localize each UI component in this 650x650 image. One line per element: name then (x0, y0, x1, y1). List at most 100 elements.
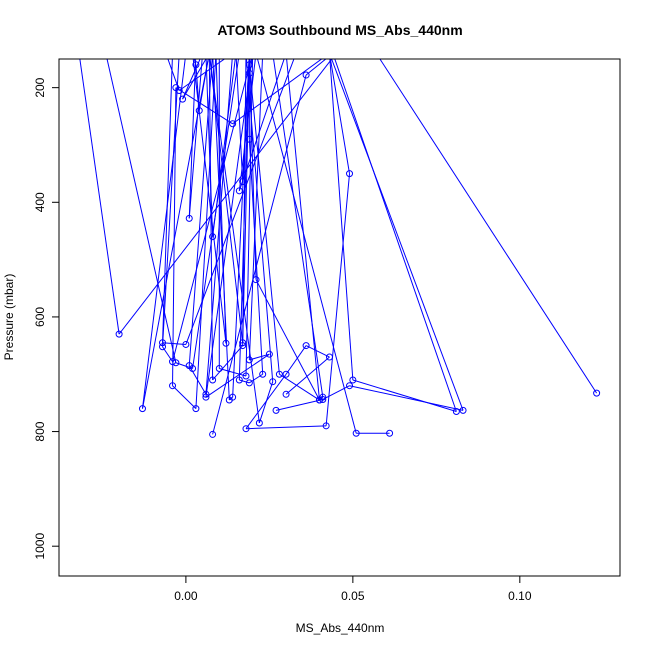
data-point (206, 50, 212, 56)
data-point (253, 50, 259, 56)
data-point (209, 233, 217, 241)
series-2-segment (185, 59, 295, 345)
data-point (283, 50, 289, 56)
data-point (349, 376, 357, 384)
series-6-segment (285, 345, 307, 375)
data-point (293, 50, 299, 56)
data-point (216, 50, 222, 56)
series-2-segment (352, 379, 457, 412)
data-point (250, 50, 256, 56)
data-point (270, 50, 276, 56)
data-point (250, 50, 256, 56)
data-point (269, 378, 277, 386)
data-point (179, 95, 187, 103)
data-point (159, 343, 167, 351)
data-point (182, 340, 190, 348)
series-3-segment (162, 59, 180, 347)
series-7-segment (188, 59, 203, 219)
data-point (386, 429, 394, 437)
data-point (213, 50, 219, 56)
data-point (202, 390, 210, 398)
plot-frame (58, 58, 621, 577)
series-layer (79, 50, 601, 438)
series-7-segment (242, 59, 250, 182)
series-6-segment (205, 59, 233, 395)
series-2-segment (305, 59, 327, 76)
series-6-segment (228, 396, 233, 401)
data-point (326, 50, 332, 56)
data-point (250, 50, 256, 56)
series-7-segment (242, 64, 250, 346)
series-7-segment (235, 59, 244, 182)
y-tick-label: 1000 (33, 533, 47, 560)
series-4-segment (195, 59, 217, 409)
data-point (190, 50, 196, 56)
series-5-segment (258, 381, 274, 424)
data-point (252, 276, 260, 284)
series-2-segment (162, 342, 186, 345)
series-6-segment (212, 59, 230, 401)
series-7-segment (188, 59, 197, 219)
data-point (302, 71, 310, 79)
data-point (170, 50, 176, 56)
data-point (346, 170, 354, 178)
data-point (169, 382, 177, 390)
data-point (245, 61, 253, 69)
data-point (185, 362, 193, 370)
data-point (333, 50, 339, 56)
data-point (243, 50, 249, 56)
data-point (236, 50, 242, 56)
series-2-segment (329, 59, 354, 381)
series-7-segment (141, 59, 186, 409)
data-point (242, 372, 250, 380)
series-1-segment (79, 59, 120, 335)
series-6-segment (305, 345, 330, 358)
series-4-segment (106, 59, 177, 363)
data-point (239, 342, 247, 350)
data-point (326, 50, 332, 56)
data-point (192, 61, 200, 69)
data-point (239, 339, 247, 347)
series-6-segment (245, 373, 287, 429)
series-6-segment (249, 373, 263, 384)
series-7-segment (205, 59, 214, 237)
series-5-segment (245, 59, 254, 376)
y-axis: 200 400 600 800 1000 (33, 77, 60, 560)
series-6-segment (245, 425, 327, 430)
series-4-segment (322, 385, 350, 400)
y-tick-label: 800 (33, 421, 47, 441)
data-point (195, 107, 203, 115)
series-7-segment (182, 59, 207, 100)
series-6-segment (325, 173, 351, 426)
series-4-segment (349, 385, 464, 411)
data-point (235, 376, 243, 384)
y-tick-label: 400 (33, 192, 47, 212)
data-point (206, 50, 212, 56)
y-axis-label: Pressure (mbar) (2, 274, 16, 361)
data-point (229, 120, 237, 128)
data-point (206, 50, 212, 56)
data-point (352, 429, 360, 437)
data-point (230, 50, 236, 56)
series-4-segment (172, 385, 197, 409)
data-point (246, 50, 252, 56)
data-point (246, 50, 252, 56)
data-point (265, 350, 273, 358)
data-point (229, 393, 237, 401)
data-point (330, 50, 336, 56)
data-point (346, 382, 354, 390)
data-point (253, 50, 259, 56)
data-point (206, 50, 212, 56)
series-7-segment (208, 59, 214, 380)
data-point (282, 390, 290, 398)
series-5-segment (205, 353, 270, 398)
data-point (183, 50, 189, 56)
data-point (246, 50, 252, 56)
data-point (138, 405, 146, 413)
data-point (203, 50, 209, 56)
x-tick-label: 0.05 (341, 589, 365, 603)
data-point (326, 50, 332, 56)
data-point (176, 50, 182, 56)
data-point (245, 356, 253, 364)
series-4-segment (172, 87, 177, 386)
